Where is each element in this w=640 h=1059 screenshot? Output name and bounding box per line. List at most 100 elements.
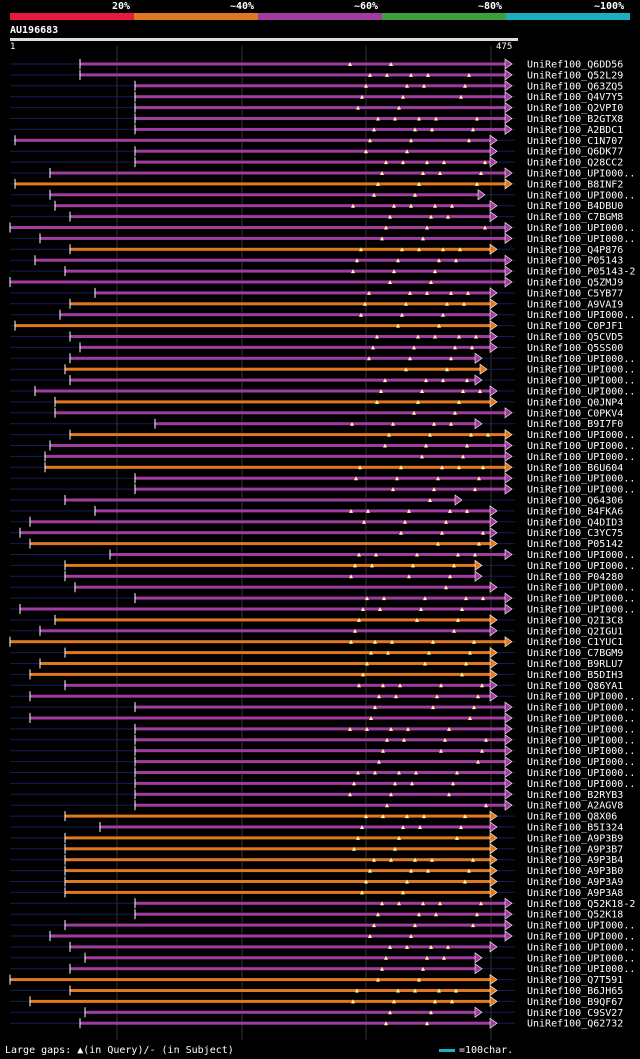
hit-label[interactable]: UniRef100_UPI000.. (527, 430, 635, 441)
hit-label[interactable]: UniRef100_Q5ZMJ9 (527, 278, 623, 289)
hit-label[interactable]: UniRef100_UPI000.. (527, 735, 635, 746)
hit-row: UniRef100_Q63ZQ5 (10, 80, 623, 92)
hit-label[interactable]: UniRef100_A2BDC1 (527, 125, 623, 136)
hit-row: UniRef100_C1YUC1 (9, 636, 623, 648)
hit-label[interactable]: UniRef100_UPI000.. (527, 354, 635, 365)
hit-label[interactable]: UniRef100_UPI000.. (527, 441, 635, 452)
hit-label[interactable]: UniRef100_C7BGM9 (527, 648, 623, 659)
hit-label[interactable]: UniRef100_UPI000.. (527, 932, 635, 943)
hit-label[interactable]: UniRef100_B2RYB3 (527, 790, 623, 801)
hit-end-arrow (489, 396, 498, 408)
hit-label[interactable]: UniRef100_A2AGV8 (527, 801, 623, 812)
hit-label[interactable]: UniRef100_UPI000.. (527, 942, 635, 953)
hit-label[interactable]: UniRef100_UPI000.. (527, 583, 635, 594)
hit-label[interactable]: UniRef100_Q28CC2 (527, 158, 623, 169)
hit-label[interactable]: UniRef100_B9RLU7 (527, 659, 623, 670)
hit-label[interactable]: UniRef100_UPI000.. (527, 485, 635, 496)
hit-label[interactable]: UniRef100_UPI000.. (527, 768, 635, 779)
hit-label[interactable]: UniRef100_UPI000.. (527, 561, 635, 572)
hit-label[interactable]: UniRef100_B9QF67 (527, 997, 623, 1008)
hit-label[interactable]: UniRef100_UPI000.. (527, 169, 635, 180)
hit-label[interactable]: UniRef100_Q4P876 (527, 245, 623, 256)
query-gap-marker (455, 835, 459, 840)
hit-label[interactable]: UniRef100_UPI000.. (527, 692, 635, 703)
hit-label[interactable]: UniRef100_Q2I3C8 (527, 615, 623, 626)
hit-label[interactable]: UniRef100_Q52L29 (527, 70, 623, 81)
hit-label[interactable]: UniRef100_Q5SS00 (527, 343, 623, 354)
hit-label[interactable]: UniRef100_B4DBU0 (527, 201, 623, 212)
hit-label[interactable]: UniRef100_UPI000.. (527, 724, 635, 735)
hit-label[interactable]: UniRef100_A9VAI9 (527, 299, 623, 310)
hit-label[interactable]: UniRef100_C1N707 (527, 136, 623, 147)
hit-label[interactable]: UniRef100_UPI000.. (527, 703, 635, 714)
hit-label[interactable]: UniRef100_P05143 (527, 256, 623, 267)
hit-label[interactable]: UniRef100_UPI000.. (527, 452, 635, 463)
hit-label[interactable]: UniRef100_C1YUC1 (527, 637, 623, 648)
hit-label[interactable]: UniRef100_UPI000.. (527, 223, 635, 234)
hit-label[interactable]: UniRef100_Q4DID3 (527, 517, 623, 528)
hit-label[interactable]: UniRef100_P05142 (527, 539, 623, 550)
hit-label[interactable]: UniRef100_P05143-2 (527, 267, 635, 278)
hit-end-arrow (504, 123, 513, 135)
hit-label[interactable]: UniRef100_C5YB77 (527, 288, 623, 299)
hit-label[interactable]: UniRef100_B8INF2 (527, 179, 623, 190)
hit-label[interactable]: UniRef100_UPI000.. (527, 190, 635, 201)
hit-label[interactable]: UniRef100_C3YC75 (527, 528, 623, 539)
hit-end-arrow (489, 298, 498, 310)
hit-label[interactable]: UniRef100_Q2VPI0 (527, 103, 623, 114)
hit-label[interactable]: UniRef100_A9P3B7 (527, 844, 623, 855)
hit-label[interactable]: UniRef100_A9P3B4 (527, 855, 623, 866)
hit-label[interactable]: UniRef100_B2GTX8 (527, 114, 623, 125)
hit-label[interactable]: UniRef100_B4FKA6 (527, 506, 623, 517)
hit-label[interactable]: UniRef100_UPI000.. (527, 964, 635, 975)
hit-label[interactable]: UniRef100_B5I324 (527, 823, 623, 834)
hit-label[interactable]: UniRef100_UPI000.. (527, 714, 635, 725)
hit-label[interactable]: UniRef100_C9SV27 (527, 1008, 623, 1019)
hit-label[interactable]: UniRef100_Q5CVD5 (527, 332, 623, 343)
hit-bar (30, 542, 490, 546)
hit-row: UniRef100_C7BGM8 (10, 211, 623, 223)
hit-label[interactable]: UniRef100_A9P3A9 (527, 877, 623, 888)
hit-label[interactable]: UniRef100_C7BGM8 (527, 212, 623, 223)
hit-label[interactable]: UniRef100_Q52K18 (527, 910, 623, 921)
hit-label[interactable]: UniRef100_Q8X06 (527, 812, 617, 823)
hit-label[interactable]: UniRef100_B5DIH3 (527, 670, 623, 681)
hit-label[interactable]: UniRef100_B6JH65 (527, 986, 623, 997)
hit-label[interactable]: UniRef100_UPI000.. (527, 310, 635, 321)
hit-label[interactable]: UniRef100_UPI000.. (527, 376, 635, 387)
hit-label[interactable]: UniRef100_Q52K18-2 (527, 899, 635, 910)
query-gap-marker (403, 519, 407, 524)
hit-label[interactable]: UniRef100_UPI000.. (527, 387, 635, 398)
hit-label[interactable]: UniRef100_Q7T591 (527, 975, 623, 986)
hit-label[interactable]: UniRef100_Q6DK77 (527, 147, 623, 158)
hit-label[interactable]: UniRef100_Q86YA1 (527, 681, 623, 692)
hit-label[interactable]: UniRef100_UPI000.. (527, 474, 635, 485)
hit-label[interactable]: UniRef100_B9I7F0 (527, 419, 623, 430)
hit-label[interactable]: UniRef100_A9P3B0 (527, 866, 623, 877)
hit-label[interactable]: UniRef100_Q64306 (527, 496, 623, 507)
hit-label[interactable]: UniRef100_UPI000.. (527, 234, 635, 245)
hit-bar (30, 520, 490, 524)
hit-label[interactable]: UniRef100_Q63ZQ5 (527, 81, 623, 92)
hit-label[interactable]: UniRef100_UPI000.. (527, 757, 635, 768)
hit-label[interactable]: UniRef100_C0PJF1 (527, 321, 623, 332)
hit-label[interactable]: UniRef100_A9P3B9 (527, 833, 623, 844)
hit-label[interactable]: UniRef100_UPI000.. (527, 921, 635, 932)
hit-label[interactable]: UniRef100_A9P3A8 (527, 888, 623, 899)
hit-label[interactable]: UniRef100_P04280 (527, 572, 623, 583)
hit-label[interactable]: UniRef100_UPI000.. (527, 746, 635, 757)
hit-label[interactable]: UniRef100_UPI000.. (527, 550, 635, 561)
hit-label[interactable]: UniRef100_Q2IGU1 (527, 626, 623, 637)
hit-label[interactable]: UniRef100_Q62732 (527, 1019, 623, 1030)
hit-label[interactable]: UniRef100_Q4V7Y5 (527, 92, 623, 103)
hit-label[interactable]: UniRef100_UPI000.. (527, 365, 635, 376)
hit-label[interactable]: UniRef100_UPI000.. (527, 953, 635, 964)
hit-label[interactable]: UniRef100_UPI000.. (527, 605, 635, 616)
hit-label[interactable]: UniRef100_Q6DD56 (527, 60, 623, 71)
hit-label[interactable]: UniRef100_Q0JNP4 (527, 397, 623, 408)
hit-label[interactable]: UniRef100_B6U604 (527, 463, 623, 474)
hit-end-arrow (504, 734, 513, 746)
hit-label[interactable]: UniRef100_UPI000.. (527, 779, 635, 790)
hit-label[interactable]: UniRef100_C0PKV4 (527, 408, 623, 419)
hit-label[interactable]: UniRef100_UPI000.. (527, 594, 635, 605)
